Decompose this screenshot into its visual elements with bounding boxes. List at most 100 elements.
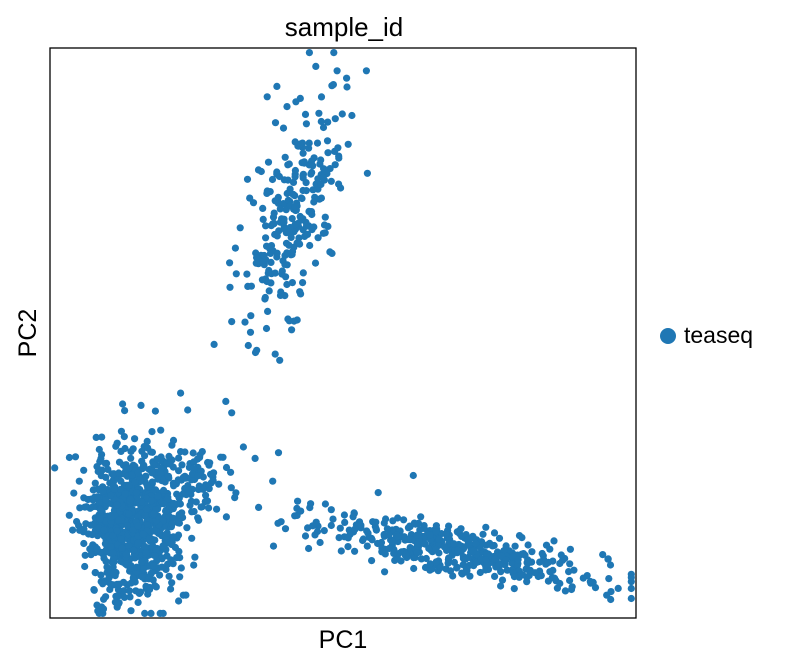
data-point	[65, 511, 73, 519]
data-point	[246, 328, 255, 336]
data-point	[374, 489, 382, 497]
data-point	[175, 467, 183, 475]
data-point	[131, 435, 139, 443]
data-point	[151, 407, 159, 415]
data-point	[89, 486, 97, 494]
data-point	[300, 158, 308, 166]
data-point	[174, 519, 182, 527]
data-point	[531, 569, 539, 577]
data-point	[422, 554, 430, 563]
data-point	[100, 526, 108, 534]
data-point	[314, 234, 322, 242]
data-point	[357, 521, 365, 529]
data-point	[148, 478, 156, 486]
data-point	[413, 549, 421, 557]
data-point	[495, 560, 503, 568]
data-point	[445, 554, 453, 562]
data-point	[368, 536, 376, 544]
data-point	[150, 527, 159, 535]
data-point	[117, 427, 125, 435]
data-point	[282, 273, 290, 281]
data-point	[510, 585, 518, 593]
data-point	[329, 515, 337, 523]
data-point	[147, 497, 156, 505]
data-point	[194, 472, 202, 480]
data-point	[247, 312, 255, 320]
data-point	[311, 531, 319, 539]
data-point	[241, 318, 249, 326]
data-point	[374, 539, 382, 548]
data-point	[205, 504, 213, 512]
data-point	[81, 562, 89, 571]
data-point	[99, 580, 107, 588]
data-point	[269, 477, 277, 485]
data-point	[97, 454, 105, 463]
data-point	[309, 186, 317, 194]
data-point	[236, 224, 244, 232]
data-point	[281, 153, 289, 161]
data-point	[271, 230, 279, 239]
data-point	[432, 528, 440, 536]
data-point	[444, 559, 452, 567]
data-point	[305, 544, 313, 553]
data-point	[491, 572, 499, 581]
data-point	[165, 452, 173, 460]
data-point	[209, 477, 217, 485]
data-point	[338, 110, 346, 118]
data-point	[175, 547, 183, 556]
data-point	[150, 510, 158, 518]
data-point	[150, 460, 158, 468]
data-point	[115, 580, 123, 588]
data-point	[141, 542, 149, 551]
data-point	[336, 524, 344, 532]
data-point	[301, 110, 310, 118]
data-point	[295, 234, 303, 242]
data-point	[327, 506, 335, 514]
data-point	[252, 259, 260, 267]
data-point	[263, 189, 271, 197]
data-point	[324, 149, 332, 157]
data-point	[264, 307, 272, 315]
data-point	[432, 545, 440, 554]
data-point	[312, 62, 320, 70]
data-point	[118, 544, 126, 552]
data-point	[406, 544, 414, 552]
data-point	[98, 433, 106, 441]
data-point	[271, 350, 279, 358]
data-point	[296, 288, 304, 296]
data-point	[315, 109, 323, 117]
data-point	[380, 530, 388, 539]
data-point	[196, 453, 204, 461]
data-point	[502, 542, 510, 550]
data-point	[321, 229, 329, 237]
data-point	[299, 149, 307, 157]
data-point	[284, 315, 292, 323]
data-point	[421, 540, 429, 548]
data-point	[189, 449, 197, 457]
data-point	[243, 270, 251, 278]
data-point	[271, 269, 279, 277]
data-point	[453, 564, 461, 572]
data-point	[88, 531, 96, 539]
data-point	[150, 562, 158, 570]
data-point	[101, 517, 109, 525]
data-point	[297, 140, 305, 148]
data-point	[99, 487, 107, 496]
data-point	[335, 534, 343, 542]
data-point	[126, 495, 135, 503]
data-point	[263, 93, 271, 101]
data-point	[349, 513, 357, 521]
data-point	[70, 489, 78, 497]
data-point	[462, 555, 470, 563]
data-point	[95, 498, 103, 506]
data-point	[264, 269, 272, 277]
data-point	[117, 485, 125, 493]
data-point	[107, 491, 115, 499]
data-point	[340, 511, 348, 519]
data-point	[270, 220, 278, 228]
data-point	[157, 469, 165, 477]
data-point	[266, 249, 275, 257]
data-point	[115, 469, 123, 477]
data-point	[97, 571, 105, 579]
data-point	[518, 534, 526, 542]
